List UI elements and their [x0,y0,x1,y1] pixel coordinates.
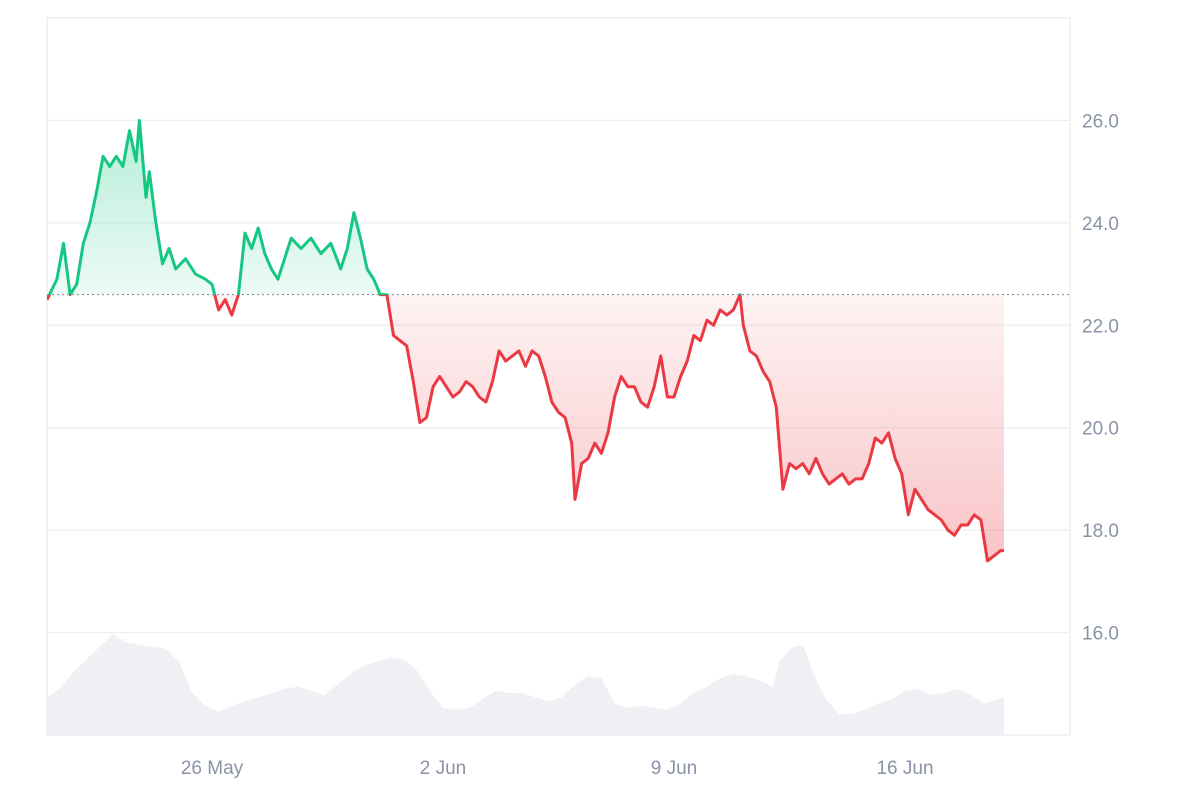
x-axis: 26 May 2 Jun 9 Jun 16 Jun [181,758,934,779]
x-tick-label: 16 Jun [876,758,933,779]
volume-area [47,634,1004,735]
volume-series [47,634,1004,735]
price-lines [47,118,1004,563]
y-tick-label: 18.0 [1082,521,1119,542]
area-below-baseline [47,295,1004,561]
area-above-baseline [47,120,1004,295]
y-tick-label: 16.0 [1082,624,1119,645]
price-line-up [47,118,742,295]
y-tick-label: 20.0 [1082,419,1119,440]
y-tick-label: 24.0 [1082,214,1119,235]
price-line-down [47,295,1004,563]
y-axis: 16.0 18.0 20.0 22.0 24.0 26.0 [1082,111,1119,644]
y-tick-label: 22.0 [1082,316,1119,337]
x-tick-label: 2 Jun [420,758,466,779]
x-tick-label: 26 May [181,758,244,779]
y-tick-label: 26.0 [1082,111,1119,132]
x-tick-label: 9 Jun [651,758,697,779]
price-fill [47,120,1004,561]
